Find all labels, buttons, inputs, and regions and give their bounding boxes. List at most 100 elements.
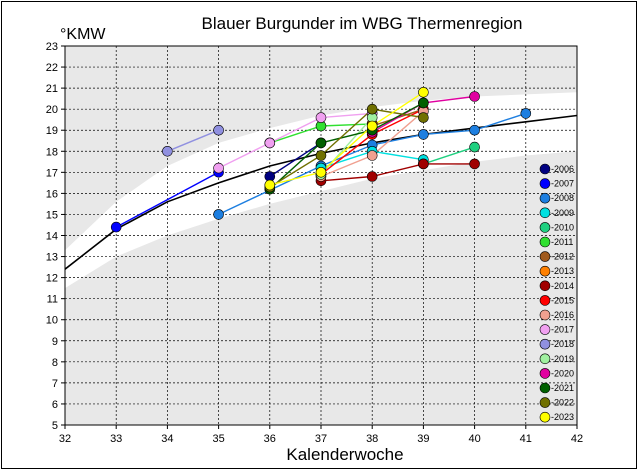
y-tick-label: 8 xyxy=(52,357,58,369)
legend-label-2010: -2010 xyxy=(551,222,574,232)
data-point-2023 xyxy=(418,87,429,98)
legend-marker-2007 xyxy=(539,178,551,189)
legend-label-2011: -2011 xyxy=(551,237,573,247)
data-point-2021 xyxy=(418,97,429,109)
y-tick-label: 12 xyxy=(46,273,58,285)
legend-marker-2012 xyxy=(539,251,551,262)
legend-label-2017: -2017 xyxy=(551,325,574,335)
data-point-2014 xyxy=(418,158,429,170)
legend-label-2014: -2014 xyxy=(551,281,574,291)
x-tick-label: 33 xyxy=(110,433,122,445)
legend-marker-2017 xyxy=(539,324,551,335)
data-point-2017 xyxy=(315,112,327,123)
legend-marker-2016 xyxy=(539,309,551,321)
legend-label-2008: -2008 xyxy=(551,193,574,203)
series-line-2022 xyxy=(269,108,424,188)
data-point-2008 xyxy=(520,108,532,119)
y-tick-label: 13 xyxy=(46,252,58,264)
data-point-2022 xyxy=(366,103,378,115)
legend-marker-2020 xyxy=(539,368,551,379)
legend: -2006 -2007 -2008 -2009 -2010 -2011 -2012 -2013… xyxy=(539,163,574,423)
series-line-2014 xyxy=(320,163,475,182)
data-point-2023 xyxy=(315,167,327,178)
x-tick-label: 32 xyxy=(59,433,71,445)
legend-label-2013: -2013 xyxy=(551,266,574,276)
legend-label-2018: -2018 xyxy=(551,339,574,349)
legend-marker-2022 xyxy=(539,397,551,408)
data-point-2018 xyxy=(213,124,224,136)
data-point-2023 xyxy=(264,179,276,191)
y-tick-label: 16 xyxy=(46,188,58,200)
legend-label-2023: -2023 xyxy=(551,412,574,422)
legend-label-2020: -2020 xyxy=(551,368,574,378)
y-tick-label: 5 xyxy=(52,420,58,432)
legend-marker-2008 xyxy=(539,192,551,204)
x-tick-label: 38 xyxy=(366,433,378,445)
data-point-2007 xyxy=(110,221,122,233)
legend-marker-2018 xyxy=(539,338,551,350)
legend-label-2015: -2015 xyxy=(551,295,574,305)
y-tick-label: 19 xyxy=(46,125,58,137)
y-tick-label: 21 xyxy=(46,83,58,95)
legend-label-2009: -2009 xyxy=(551,208,574,218)
series-line-2021 xyxy=(269,102,424,190)
legend-marker-2013 xyxy=(539,265,551,277)
y-tick-label: 14 xyxy=(46,231,58,243)
legend-label-2021: -2021 xyxy=(551,383,574,393)
y-tick-label: 22 xyxy=(46,62,58,74)
data-point-2014 xyxy=(469,158,480,170)
x-tick-label: 39 xyxy=(417,433,429,445)
legend-marker-2023 xyxy=(539,411,551,423)
y-tick-label: 11 xyxy=(47,294,58,306)
legend-marker-2021 xyxy=(539,382,551,394)
data-point-2008 xyxy=(469,124,480,136)
plot-area xyxy=(65,46,577,425)
x-tick-label: 37 xyxy=(315,433,327,445)
data-point-2023 xyxy=(366,120,378,132)
series-line-2007 xyxy=(115,171,219,228)
data-point-2008 xyxy=(213,209,224,220)
data-point-2020 xyxy=(469,91,480,102)
plot-clip-group xyxy=(65,46,577,425)
series-line-2008 xyxy=(218,112,527,216)
data-point-2016 xyxy=(366,150,378,161)
legend-label-2012: -2012 xyxy=(551,252,574,262)
legend-marker-2011 xyxy=(539,236,551,248)
y-tick-label: 9 xyxy=(52,336,58,348)
legend-marker-2009 xyxy=(539,207,551,219)
y-tick-label: 10 xyxy=(46,315,58,327)
legend-marker-2010 xyxy=(539,222,551,233)
x-tick-label: 34 xyxy=(161,433,173,445)
legend-marker-2019 xyxy=(539,353,551,365)
y-tick-label: 6 xyxy=(52,399,58,411)
series-line-2023 xyxy=(269,91,424,186)
data-point-2018 xyxy=(162,146,173,157)
x-axis-label: Kalenderwoche xyxy=(286,445,403,464)
y-tick-label: 17 xyxy=(46,167,58,179)
legend-marker-2006 xyxy=(539,163,551,175)
data-point-2022 xyxy=(418,112,429,123)
y-tick-label: 18 xyxy=(46,146,58,158)
y-axis-label: °KMW xyxy=(60,26,106,43)
data-point-2021 xyxy=(315,137,327,149)
series-line-2010 xyxy=(423,146,475,165)
data-point-2008 xyxy=(418,129,429,140)
legend-marker-2014 xyxy=(539,280,551,292)
data-point-2017 xyxy=(213,162,224,174)
x-tick-label: 42 xyxy=(571,433,583,445)
y-tick-label: 20 xyxy=(46,104,58,116)
x-tick-label: 35 xyxy=(212,433,224,445)
axes: 32 33 34 35 36 37 38 39 40 41 42 5 6 7 8 9 10 11 12 13 14 15 1… xyxy=(46,41,583,445)
legend-label-2006: -2006 xyxy=(551,164,574,174)
y-tick-label: 23 xyxy=(46,41,58,53)
legend-label-2019: -2019 xyxy=(551,354,574,364)
y-tick-label: 15 xyxy=(46,209,58,221)
series-line-2006 xyxy=(269,142,322,178)
x-tick-label: 40 xyxy=(468,433,480,445)
chart-title: Blauer Burgunder im WBG Thermenregion xyxy=(202,14,523,33)
series-line-2017 xyxy=(218,112,373,169)
data-point-2017 xyxy=(264,137,276,149)
legend-marker-2015 xyxy=(539,295,551,306)
